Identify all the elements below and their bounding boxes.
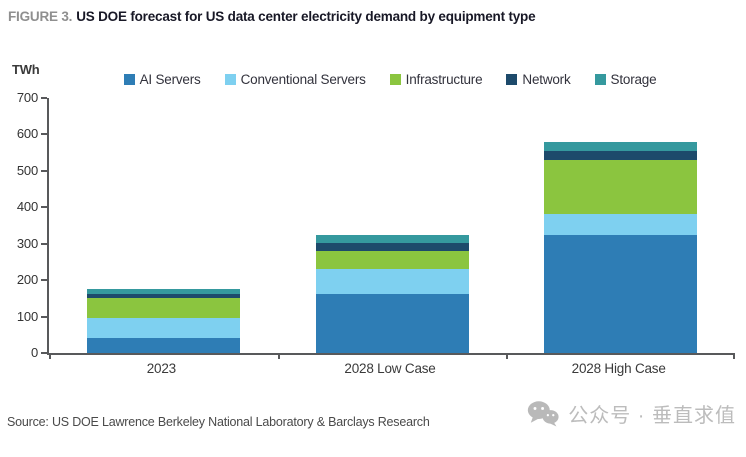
x-tick-mark-1 bbox=[277, 353, 280, 359]
watermark-text: 公众号 · 垂直求值 bbox=[568, 405, 736, 427]
plot-area bbox=[41, 97, 735, 359]
y-tick-label-400: 400 bbox=[16, 199, 38, 215]
y-tick-label-700: 700 bbox=[16, 90, 38, 105]
y-tick-mark-300 bbox=[41, 242, 47, 245]
y-tick-label-0: 0 bbox=[30, 345, 38, 360]
bar-2028-low-case bbox=[315, 234, 469, 353]
y-tick-mark-200 bbox=[41, 279, 47, 282]
y-tick-mark-0 bbox=[41, 352, 47, 354]
x-category-label-2028-low-case: 2028 Low Case bbox=[344, 361, 436, 376]
legend-item-infrastructure: Infrastructure bbox=[389, 72, 483, 87]
x-category-label-2023: 2023 bbox=[146, 361, 176, 376]
bar-segment-2023-infrastructure bbox=[86, 298, 240, 319]
bar-segment-2028-high-case-network bbox=[544, 150, 698, 160]
y-tick-label-600: 600 bbox=[16, 126, 38, 142]
legend-swatch-network bbox=[506, 74, 518, 85]
legend-item-network: Network bbox=[506, 72, 571, 87]
bar-segment-2023-storage bbox=[86, 288, 240, 295]
legend: AI Servers Conventional Servers Infrastruc… bbox=[47, 72, 733, 87]
x-tick-mark-3 bbox=[733, 353, 735, 359]
legend-swatch-infrastructure bbox=[389, 74, 401, 85]
x-tick-mark-2 bbox=[506, 353, 509, 359]
figure-title-text: US DOE forecast for US data center elect… bbox=[76, 9, 536, 24]
bar-segment-2028-low-case-conventional-servers bbox=[315, 269, 469, 294]
y-tick-mark-500 bbox=[41, 169, 47, 172]
legend-item-conventional-servers: Conventional Servers bbox=[224, 72, 366, 87]
legend-item-storage: Storage bbox=[594, 72, 657, 87]
bar-2028-high-case bbox=[544, 141, 698, 353]
y-tick-mark-600 bbox=[41, 133, 47, 136]
x-category-label-2028-high-case: 2028 High Case bbox=[571, 361, 666, 376]
watermark: 公众号 · 垂直求值 bbox=[527, 399, 736, 428]
y-tick-label-100: 100 bbox=[16, 308, 38, 324]
legend-item-ai-servers: AI Servers bbox=[123, 72, 201, 87]
bar-segment-2028-low-case-network bbox=[315, 243, 469, 252]
y-axis-labels: 0 100 200 300 400 500 600 700 bbox=[0, 91, 38, 360]
bar-segment-2023-conventional-servers bbox=[86, 318, 240, 339]
bar-segment-2023-ai-servers bbox=[86, 338, 240, 353]
bar-segment-2023-network bbox=[86, 294, 240, 299]
bar-segment-2028-low-case-ai-servers bbox=[315, 293, 469, 353]
y-tick-mark-400 bbox=[41, 206, 47, 209]
y-tick-label-500: 500 bbox=[16, 162, 38, 178]
legend-swatch-conventional-servers bbox=[224, 74, 236, 85]
wechat-icon bbox=[527, 400, 559, 427]
legend-label-storage: Storage bbox=[610, 72, 657, 87]
x-tick-mark-0 bbox=[49, 353, 51, 359]
y-axis-unit-label: TWh bbox=[12, 62, 40, 77]
y-tick-mark-100 bbox=[41, 315, 47, 318]
legend-label-conventional-servers: Conventional Servers bbox=[240, 72, 366, 87]
y-tick-label-300: 300 bbox=[16, 235, 38, 251]
bar-segment-2028-high-case-ai-servers bbox=[544, 235, 698, 353]
legend-swatch-storage bbox=[594, 74, 606, 85]
x-axis-labels: 2023 2028 Low Case 2028 High Case bbox=[47, 361, 733, 379]
y-tick-mark-700 bbox=[41, 97, 47, 99]
legend-label-ai-servers: AI Servers bbox=[139, 72, 201, 87]
bar-segment-2028-high-case-storage bbox=[544, 141, 698, 151]
bar-segment-2028-low-case-infrastructure bbox=[315, 251, 469, 270]
figure-number: FIGURE 3. bbox=[8, 9, 73, 24]
figure-title: FIGURE 3. US DOE forecast for US data cen… bbox=[8, 9, 536, 24]
y-tick-label-200: 200 bbox=[16, 272, 38, 288]
bar-2023 bbox=[86, 288, 240, 353]
legend-label-network: Network bbox=[522, 72, 571, 87]
source-note: Source: US DOE Lawrence Berkeley Nationa… bbox=[7, 415, 430, 429]
bar-segment-2028-low-case-storage bbox=[315, 234, 469, 244]
bar-segment-2028-high-case-conventional-servers bbox=[544, 213, 698, 236]
legend-label-infrastructure: Infrastructure bbox=[405, 72, 483, 87]
legend-swatch-ai-servers bbox=[123, 74, 135, 85]
bar-segment-2028-high-case-infrastructure bbox=[544, 159, 698, 214]
